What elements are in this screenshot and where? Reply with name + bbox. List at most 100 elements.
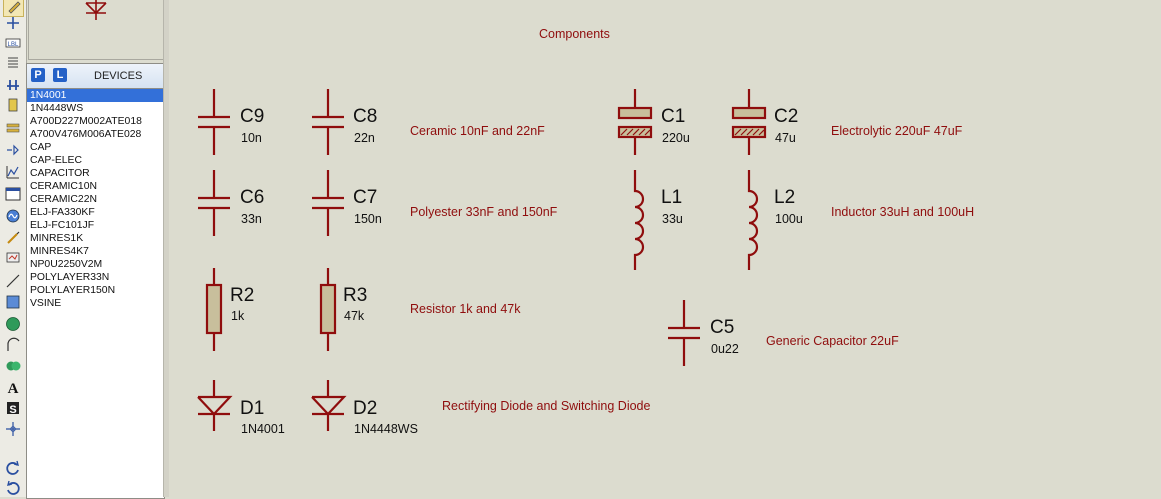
device-list[interactable]: 1N4001 1N4448WS A700D227M002ATE018 A700V476… <box>27 89 164 310</box>
device-list-item[interactable]: CAP-ELEC <box>30 155 82 166</box>
mode-toolbar: LBL A S <box>0 0 27 497</box>
value-r2: 1k <box>231 309 245 323</box>
current-probe-icon[interactable] <box>3 248 22 267</box>
ref-c8: C8 <box>353 106 378 127</box>
device-list-item[interactable]: 1N4448WS <box>30 103 84 114</box>
symbol-icon[interactable]: S <box>3 398 22 417</box>
panel-splitter[interactable] <box>163 0 169 497</box>
library-manager-button[interactable]: L <box>53 68 67 82</box>
capacitor-c5-symbol <box>668 300 700 366</box>
value-r3: 47k <box>344 309 365 323</box>
overview-preview[interactable] <box>28 0 164 60</box>
electrolytic-capacitor-c1-symbol <box>617 89 653 155</box>
devices-panel-title: DEVICES <box>94 70 143 82</box>
electrolytic-capacitor-c2-symbol <box>731 89 767 155</box>
svg-text:A: A <box>7 381 18 395</box>
devices-panel-header: P L DEVICES <box>27 64 164 89</box>
note-diode: Rectifying Diode and Switching Diode <box>442 399 651 413</box>
buses-icon[interactable] <box>3 74 22 93</box>
ref-d1: D1 <box>240 398 265 419</box>
value-c8: 22n <box>354 131 375 145</box>
svg-text:S: S <box>9 404 16 416</box>
text-script-icon[interactable] <box>3 53 22 72</box>
pick-devices-button[interactable]: P <box>31 68 45 82</box>
wire-label-icon[interactable]: LBL <box>3 33 22 52</box>
capacitor-c9-symbol <box>198 89 230 155</box>
value-c5: 0u22 <box>711 342 739 356</box>
value-d1: 1N4001 <box>241 422 285 436</box>
device-list-item[interactable]: VSINE <box>30 298 62 309</box>
rotate-clockwise-icon[interactable] <box>3 458 22 477</box>
value-c6: 33n <box>241 212 262 226</box>
subcircuit-icon[interactable] <box>3 95 22 114</box>
note-resistor: Resistor 1k and 47k <box>410 302 521 316</box>
note-polyester: Polyester 33nF and 150nF <box>410 205 558 219</box>
value-c7: 150n <box>354 212 382 226</box>
diode-d1-symbol <box>197 380 233 431</box>
diode-d2-symbol <box>311 380 347 431</box>
rotate-anticlockwise-icon[interactable] <box>3 478 22 497</box>
circle-icon[interactable] <box>3 314 22 333</box>
generators-icon[interactable] <box>3 206 22 225</box>
terminals-icon[interactable] <box>3 118 22 137</box>
device-list-item[interactable]: NP0U2250V2M <box>30 259 103 270</box>
ref-l2: L2 <box>774 187 796 208</box>
device-list-item[interactable]: POLYLAYER150N <box>30 285 116 296</box>
device-list-item[interactable]: A700D227M002ATE018 <box>30 116 142 127</box>
device-list-item[interactable]: POLYLAYER33N <box>30 272 110 283</box>
value-c1: 220u <box>662 131 690 145</box>
devices-panel: P L DEVICES 1N4001 1N4448WS A700D227M002AT… <box>26 63 165 499</box>
resistor-r3-symbol <box>319 268 337 351</box>
ref-c9: C9 <box>240 106 265 127</box>
device-list-item[interactable]: CAP <box>30 142 52 153</box>
line-icon[interactable] <box>3 271 22 290</box>
schematic-canvas[interactable]: Components C9 10n C8 22n Ceramic 10nF an… <box>168 0 1161 497</box>
box-icon[interactable] <box>3 292 22 311</box>
device-list-item[interactable]: ELJ-FA330KF <box>30 207 95 218</box>
inductor-l2-symbol <box>747 170 759 270</box>
device-pins-icon[interactable] <box>3 140 22 159</box>
ref-c7: C7 <box>353 187 378 208</box>
note-generic: Generic Capacitor 22uF <box>766 334 899 348</box>
value-l1: 33u <box>662 212 683 226</box>
device-list-item[interactable]: 1N4001 <box>27 89 164 102</box>
diode-preview-icon <box>85 0 107 20</box>
device-list-item[interactable]: MINRES4K7 <box>30 246 89 257</box>
marker-icon[interactable] <box>3 419 22 438</box>
text-icon[interactable]: A <box>3 377 22 396</box>
ref-c1: C1 <box>661 106 686 127</box>
value-c9: 10n <box>241 131 262 145</box>
component-icon[interactable] <box>3 13 22 32</box>
value-c2: 47u <box>775 131 796 145</box>
note-ceramic: Ceramic 10nF and 22nF <box>410 124 545 138</box>
path-icon[interactable] <box>3 356 22 375</box>
ref-l1: L1 <box>661 187 683 208</box>
schematic-heading: Components <box>539 27 610 41</box>
device-list-item[interactable]: ELJ-FC101JF <box>30 220 95 231</box>
ref-c5: C5 <box>710 317 735 338</box>
ref-r3: R3 <box>343 285 368 306</box>
capacitor-c8-symbol <box>312 89 344 155</box>
ref-d2: D2 <box>353 398 378 419</box>
ref-c2: C2 <box>774 106 799 127</box>
device-list-item[interactable]: A700V476M006ATE028 <box>30 129 142 140</box>
graph-icon[interactable] <box>3 162 22 181</box>
schematic-drawing <box>197 89 767 431</box>
device-list-item[interactable]: CERAMIC10N <box>30 181 97 192</box>
value-l2: 100u <box>775 212 803 226</box>
svg-text:LBL: LBL <box>7 42 18 48</box>
capacitor-c6-symbol <box>198 170 230 236</box>
capacitor-c7-symbol <box>312 170 344 236</box>
inductor-l1-symbol <box>633 170 645 270</box>
value-d2: 1N4448WS <box>354 422 418 436</box>
voltage-probe-icon[interactable] <box>3 228 22 247</box>
resistor-r2-symbol <box>205 268 223 351</box>
device-list-item[interactable]: CAPACITOR <box>30 168 90 179</box>
tape-recorder-icon[interactable] <box>3 184 22 203</box>
ref-r2: R2 <box>230 285 255 306</box>
selection-icon[interactable] <box>3 0 24 17</box>
arc-icon[interactable] <box>3 335 22 354</box>
device-list-item[interactable]: CERAMIC22N <box>30 194 97 205</box>
note-inductor: Inductor 33uH and 100uH <box>831 205 975 219</box>
device-list-item[interactable]: MINRES1K <box>30 233 84 244</box>
